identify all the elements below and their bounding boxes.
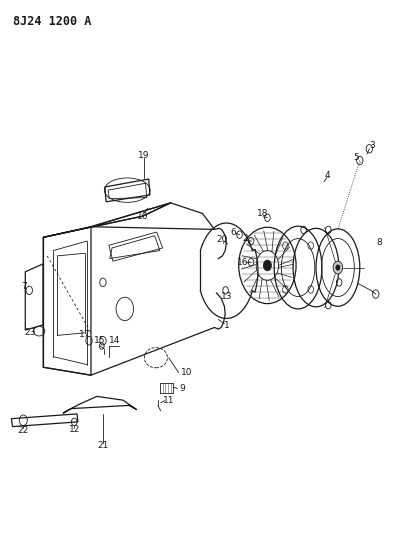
- Text: 1: 1: [223, 321, 229, 330]
- Text: 2: 2: [242, 235, 248, 244]
- Text: 18: 18: [257, 209, 268, 218]
- Text: 7: 7: [21, 281, 27, 290]
- Circle shape: [333, 261, 343, 274]
- Circle shape: [336, 265, 340, 270]
- Text: 9: 9: [180, 384, 185, 393]
- Text: 13: 13: [221, 292, 232, 301]
- Text: 19: 19: [138, 151, 150, 160]
- Text: 23: 23: [24, 328, 36, 337]
- Text: 15: 15: [94, 336, 105, 345]
- Text: 16: 16: [237, 258, 248, 266]
- Text: 5: 5: [354, 154, 359, 163]
- Text: 10: 10: [181, 368, 192, 377]
- Text: 21: 21: [97, 441, 109, 450]
- Text: 8J24 1200 A: 8J24 1200 A: [13, 14, 92, 28]
- Text: 22: 22: [18, 426, 29, 435]
- Text: 12: 12: [69, 425, 80, 434]
- Text: 8: 8: [377, 238, 383, 247]
- Text: 11: 11: [163, 396, 174, 405]
- Text: 4: 4: [324, 171, 330, 180]
- Text: 3: 3: [369, 141, 375, 150]
- Text: 6: 6: [231, 228, 237, 237]
- Text: 14: 14: [109, 336, 121, 345]
- Text: 20: 20: [217, 236, 228, 245]
- Circle shape: [263, 260, 271, 271]
- Text: 17: 17: [79, 330, 91, 339]
- Text: 10: 10: [137, 212, 148, 221]
